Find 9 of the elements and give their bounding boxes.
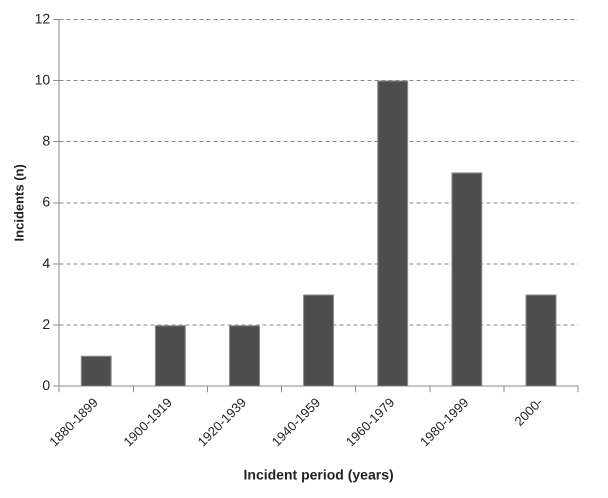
y-tick-label: 10 <box>34 71 50 88</box>
y-tick-label: 6 <box>42 194 50 210</box>
x-axis-title: Incident period (years) <box>244 466 394 482</box>
y-tick-label: 0 <box>42 377 50 394</box>
y-tick-label: 2 <box>42 316 50 332</box>
y-tick-label: 4 <box>42 254 50 271</box>
y-tick-label: 12 <box>34 10 50 26</box>
y-axis-title: Incidents (n) <box>11 164 26 242</box>
y-tick-label: 8 <box>42 132 50 149</box>
